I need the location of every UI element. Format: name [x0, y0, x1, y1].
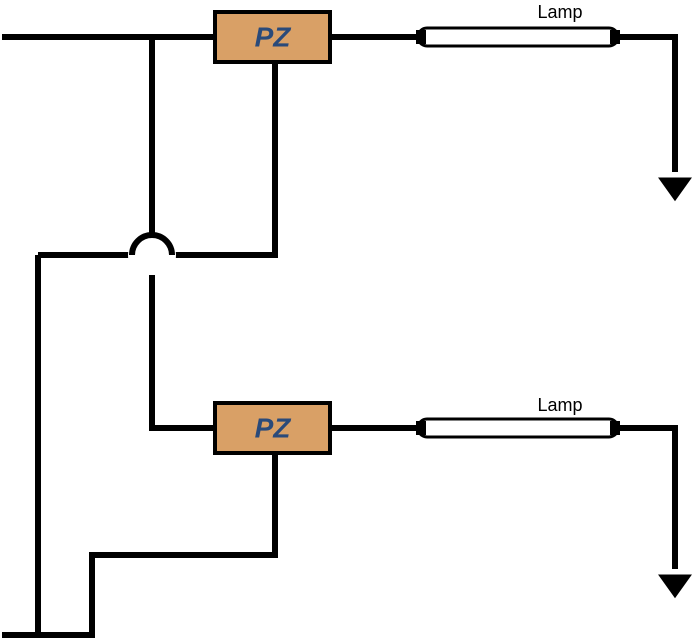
lamp-bottom-label: Lamp	[537, 395, 582, 415]
lamp-top-label: Lamp	[537, 2, 582, 22]
lamp-bottom-body-icon	[418, 419, 618, 437]
canvas-background	[0, 0, 699, 643]
lamp-bottom-cap-left-icon	[416, 421, 426, 435]
pz-top: PZ	[215, 12, 330, 62]
lamp-top-body-icon	[418, 28, 618, 46]
pz-top-label: PZ	[255, 21, 292, 52]
lamp-bottom-cap-right-icon	[610, 421, 620, 435]
lamp-top-cap-right-icon	[610, 30, 620, 44]
pz-bottom: PZ	[215, 403, 330, 453]
wire-jump-mask	[128, 231, 176, 279]
pz-bottom-label: PZ	[255, 412, 292, 443]
lamp-top-cap-left-icon	[416, 30, 426, 44]
